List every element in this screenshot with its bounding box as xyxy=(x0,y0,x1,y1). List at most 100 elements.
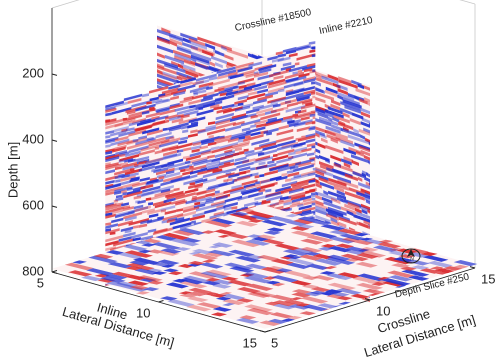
seismic-texture xyxy=(347,201,360,210)
seismic-texture xyxy=(215,42,232,52)
seismic-texture xyxy=(267,86,284,94)
seismic-texture xyxy=(268,78,285,86)
seismic-texture xyxy=(178,277,204,285)
seismic-texture xyxy=(245,72,260,79)
seismic-texture xyxy=(398,254,415,259)
seismic-texture xyxy=(231,206,238,210)
seismic-texture xyxy=(161,27,171,35)
seismic-texture xyxy=(196,205,213,212)
seismic-texture xyxy=(311,192,316,196)
seismic-texture xyxy=(196,58,210,66)
seismic-texture xyxy=(300,116,310,121)
seismic-texture xyxy=(305,133,316,138)
seismic-texture xyxy=(315,182,322,189)
seismic-texture xyxy=(133,195,141,200)
seismic-texture xyxy=(223,186,244,195)
seismic-texture xyxy=(175,192,196,200)
seismic-texture xyxy=(243,183,256,189)
seismic-texture xyxy=(361,117,370,124)
seismic-texture xyxy=(242,158,256,164)
seismic-texture xyxy=(135,156,150,162)
seismic-texture xyxy=(290,173,308,181)
seismic-texture xyxy=(357,83,364,90)
seismic-texture xyxy=(208,135,214,139)
seismic-texture xyxy=(239,166,251,172)
seismic-texture xyxy=(197,89,207,94)
seismic-texture xyxy=(330,137,338,144)
seismic-texture xyxy=(453,264,469,269)
seismic-texture xyxy=(283,196,292,201)
seismic-texture xyxy=(218,88,233,95)
seismic-texture xyxy=(314,148,321,154)
seismic-texture xyxy=(340,101,361,111)
seismic-texture xyxy=(188,116,206,124)
seismic-texture xyxy=(319,133,327,139)
seismic-texture xyxy=(330,217,338,224)
seismic-texture xyxy=(219,292,232,295)
seismic-texture xyxy=(235,61,254,69)
seismic-texture xyxy=(171,198,186,205)
seismic-texture xyxy=(172,230,196,236)
seismic-texture xyxy=(289,187,304,194)
seismic-texture xyxy=(264,301,281,306)
seismic-texture xyxy=(158,176,165,180)
seismic-texture xyxy=(335,288,362,295)
seismic-texture xyxy=(270,107,284,114)
box-edge xyxy=(51,0,80,9)
seismic-texture xyxy=(156,167,175,176)
seismic-texture xyxy=(174,105,190,112)
seismic-texture xyxy=(207,141,217,146)
seismic-texture xyxy=(337,228,362,235)
seismic-texture xyxy=(142,190,154,197)
seismic-texture xyxy=(81,275,103,282)
seismic-texture xyxy=(164,152,182,160)
seismic-texture xyxy=(210,312,227,317)
seismic-texture xyxy=(320,244,337,248)
seismic-texture xyxy=(353,128,359,134)
seismic-texture xyxy=(262,239,285,245)
seismic-texture xyxy=(314,159,316,163)
seismic-texture xyxy=(364,239,385,245)
seismic-texture xyxy=(142,185,161,193)
seismic-texture xyxy=(223,167,237,174)
seismic-texture xyxy=(124,168,142,176)
seismic-texture xyxy=(344,203,355,211)
seismic-texture xyxy=(364,176,370,183)
seismic-texture xyxy=(205,197,216,203)
seismic-texture xyxy=(309,113,316,117)
seismic-texture xyxy=(212,242,234,248)
seismic-texture xyxy=(277,139,296,147)
seismic-texture xyxy=(126,263,144,268)
seismic-texture xyxy=(331,99,341,107)
seismic-texture xyxy=(235,255,261,263)
seismic-texture xyxy=(124,229,132,234)
x-tick-label: 5 xyxy=(37,275,44,290)
seismic-texture xyxy=(285,213,300,218)
seismic-texture xyxy=(88,255,118,264)
z-tick xyxy=(51,73,58,76)
seismic-texture xyxy=(298,134,316,142)
seismic-texture xyxy=(252,81,269,89)
seismic-texture xyxy=(160,209,166,213)
seismic-texture xyxy=(272,103,281,108)
seismic-texture xyxy=(115,166,122,171)
seismic-texture xyxy=(165,135,174,140)
seismic-texture xyxy=(359,98,368,105)
seismic-texture xyxy=(285,257,315,266)
seismic-texture xyxy=(256,165,265,170)
seismic-texture xyxy=(387,270,415,278)
seismic-texture xyxy=(154,163,168,169)
seismic-texture xyxy=(224,195,243,203)
seismic-texture xyxy=(355,261,378,268)
seismic-texture xyxy=(184,160,191,165)
seismic-texture xyxy=(290,280,312,286)
seismic-texture xyxy=(284,71,304,80)
seismic-texture xyxy=(229,266,255,273)
seismic-texture xyxy=(253,156,273,164)
seismic-texture xyxy=(160,296,178,301)
seismic-texture xyxy=(341,237,364,243)
seismic-texture xyxy=(175,217,185,222)
seismic-texture xyxy=(256,123,267,128)
seismic-texture xyxy=(201,96,213,102)
seismic-texture xyxy=(226,90,239,97)
